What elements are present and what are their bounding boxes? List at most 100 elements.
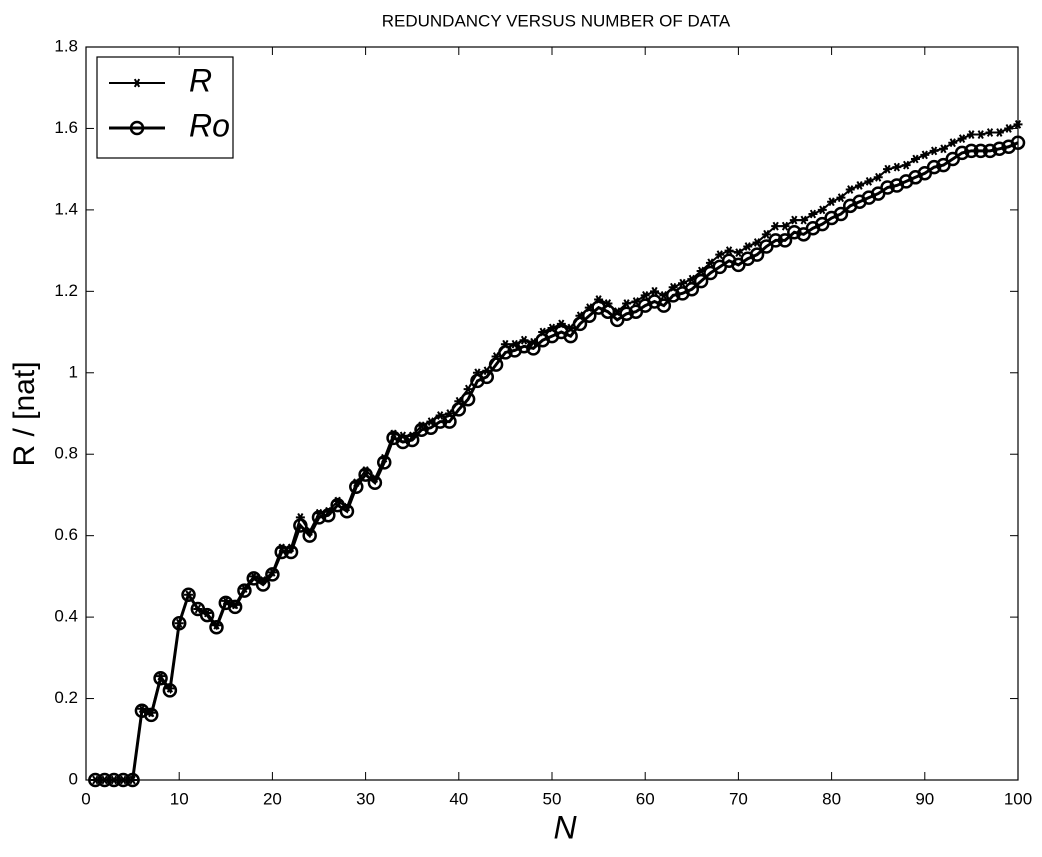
y-tick-label: 1.8 bbox=[54, 36, 78, 55]
point bbox=[444, 409, 454, 418]
point bbox=[295, 512, 305, 522]
point bbox=[479, 369, 495, 385]
point bbox=[603, 299, 613, 308]
x-tick-label: 80 bbox=[822, 789, 841, 808]
point bbox=[321, 508, 336, 523]
point bbox=[985, 128, 995, 137]
point bbox=[910, 154, 920, 164]
point bbox=[768, 233, 783, 248]
point bbox=[237, 583, 252, 598]
point bbox=[855, 181, 865, 190]
point bbox=[199, 607, 215, 623]
point bbox=[659, 291, 669, 300]
point bbox=[472, 368, 482, 378]
point bbox=[687, 274, 697, 284]
point bbox=[994, 128, 1004, 137]
point bbox=[787, 225, 802, 240]
x-axis-label: N bbox=[553, 809, 577, 845]
point bbox=[333, 496, 343, 506]
point bbox=[370, 474, 380, 484]
y-tick-label: 1 bbox=[69, 362, 78, 381]
point bbox=[367, 475, 383, 490]
point bbox=[938, 144, 948, 154]
point bbox=[302, 528, 317, 543]
point bbox=[982, 143, 998, 159]
point bbox=[693, 273, 709, 289]
point bbox=[432, 414, 448, 429]
x-tick-label: 20 bbox=[263, 789, 282, 808]
point bbox=[883, 164, 893, 174]
point bbox=[575, 311, 585, 321]
point bbox=[966, 130, 976, 139]
x-tick-label: 0 bbox=[81, 789, 90, 808]
legend-marker bbox=[132, 78, 142, 88]
point bbox=[460, 391, 476, 407]
point bbox=[733, 248, 743, 258]
point bbox=[88, 772, 103, 788]
point bbox=[892, 162, 902, 172]
point bbox=[724, 246, 734, 256]
point bbox=[488, 357, 504, 372]
point bbox=[799, 215, 809, 225]
point bbox=[926, 159, 942, 175]
point bbox=[584, 303, 594, 313]
point bbox=[97, 772, 112, 788]
point bbox=[957, 134, 967, 144]
point bbox=[556, 319, 566, 329]
point bbox=[771, 221, 781, 231]
point bbox=[845, 185, 855, 194]
point bbox=[743, 242, 753, 251]
legend-label: Ro bbox=[189, 107, 230, 143]
point bbox=[125, 772, 140, 788]
y-tick-label: 0.4 bbox=[54, 607, 78, 626]
point bbox=[137, 704, 147, 714]
y-tick-label: 0 bbox=[69, 769, 78, 788]
point bbox=[954, 145, 970, 161]
point bbox=[277, 543, 287, 553]
legend-box bbox=[96, 56, 234, 159]
point bbox=[1013, 119, 1023, 129]
point bbox=[964, 143, 979, 159]
point bbox=[582, 308, 597, 324]
point bbox=[1004, 124, 1014, 133]
point bbox=[358, 467, 373, 482]
point bbox=[827, 197, 837, 207]
legend: R Ro bbox=[96, 56, 234, 159]
point bbox=[143, 707, 159, 723]
point bbox=[314, 508, 324, 518]
x-tick-label: 100 bbox=[1004, 789, 1032, 808]
legend-label: R bbox=[189, 62, 212, 98]
point bbox=[395, 434, 411, 450]
x-tick-label: 30 bbox=[356, 789, 375, 808]
point bbox=[500, 339, 510, 349]
point bbox=[749, 247, 765, 262]
point bbox=[631, 297, 641, 306]
point bbox=[566, 323, 576, 333]
y-tick-label: 1.6 bbox=[54, 118, 78, 137]
point bbox=[389, 429, 399, 439]
point bbox=[339, 503, 355, 519]
point bbox=[255, 577, 271, 592]
y-tick-label: 1.2 bbox=[54, 281, 78, 300]
point bbox=[361, 466, 371, 475]
point bbox=[696, 266, 706, 276]
point bbox=[221, 596, 231, 606]
point bbox=[612, 307, 622, 317]
point bbox=[665, 288, 681, 303]
point bbox=[864, 176, 874, 186]
y-tick-label: 0.8 bbox=[54, 444, 78, 463]
point bbox=[417, 421, 427, 431]
point bbox=[752, 238, 762, 247]
point bbox=[376, 455, 392, 470]
point bbox=[293, 518, 308, 533]
point bbox=[404, 432, 420, 448]
point bbox=[929, 146, 939, 156]
point bbox=[463, 384, 473, 394]
point bbox=[572, 316, 588, 332]
point bbox=[640, 291, 650, 300]
point bbox=[622, 299, 632, 308]
point bbox=[516, 339, 532, 354]
point bbox=[684, 282, 700, 297]
point bbox=[311, 510, 327, 525]
